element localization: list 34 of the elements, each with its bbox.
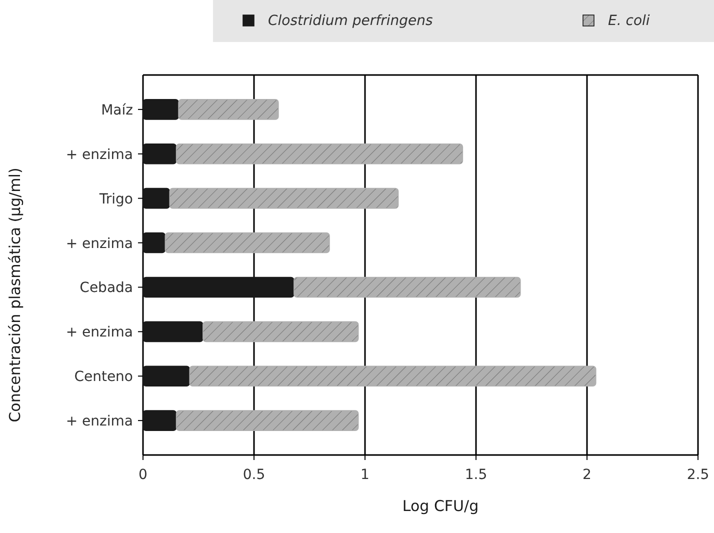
y-tick-label: + enzima (66, 414, 133, 430)
bar (176, 143, 464, 164)
y-tick-label: Maíz (101, 102, 133, 118)
y-tick-label: + enzima (66, 236, 133, 252)
bar (142, 321, 204, 342)
bar (142, 188, 170, 209)
bar (142, 143, 177, 164)
y-tick-label: Centeno (74, 369, 133, 386)
y-tick-label: Cebada (80, 280, 133, 296)
y-tick-label: + enzima (66, 146, 133, 163)
bar (142, 276, 294, 298)
bar (142, 410, 177, 431)
bar (202, 321, 359, 342)
bar (169, 188, 399, 209)
x-axis-title: Log CFU/g (402, 497, 479, 515)
x-tick-label: 2 (582, 467, 592, 483)
bar (142, 99, 179, 120)
bar (189, 366, 596, 387)
y-tick-label: Trigo (98, 191, 133, 208)
legend-label: E. coli (608, 13, 650, 29)
bar (142, 366, 190, 387)
y-tick-label: + enzima (66, 324, 133, 341)
bar (164, 232, 330, 254)
y-axis-title: Concentración plasmática (µg/ml) (6, 168, 24, 422)
legend-label: Clostridium perfringens (268, 13, 433, 29)
bar (176, 410, 359, 431)
x-tick-label: 0 (138, 467, 148, 483)
x-tick-label: 1 (360, 467, 370, 483)
bar (142, 232, 166, 254)
x-tick-label: 1.5 (464, 467, 488, 483)
bar (294, 276, 521, 298)
x-tick-label: 0.5 (242, 467, 266, 483)
x-tick-label: 2.5 (686, 467, 710, 483)
bar (178, 99, 279, 120)
